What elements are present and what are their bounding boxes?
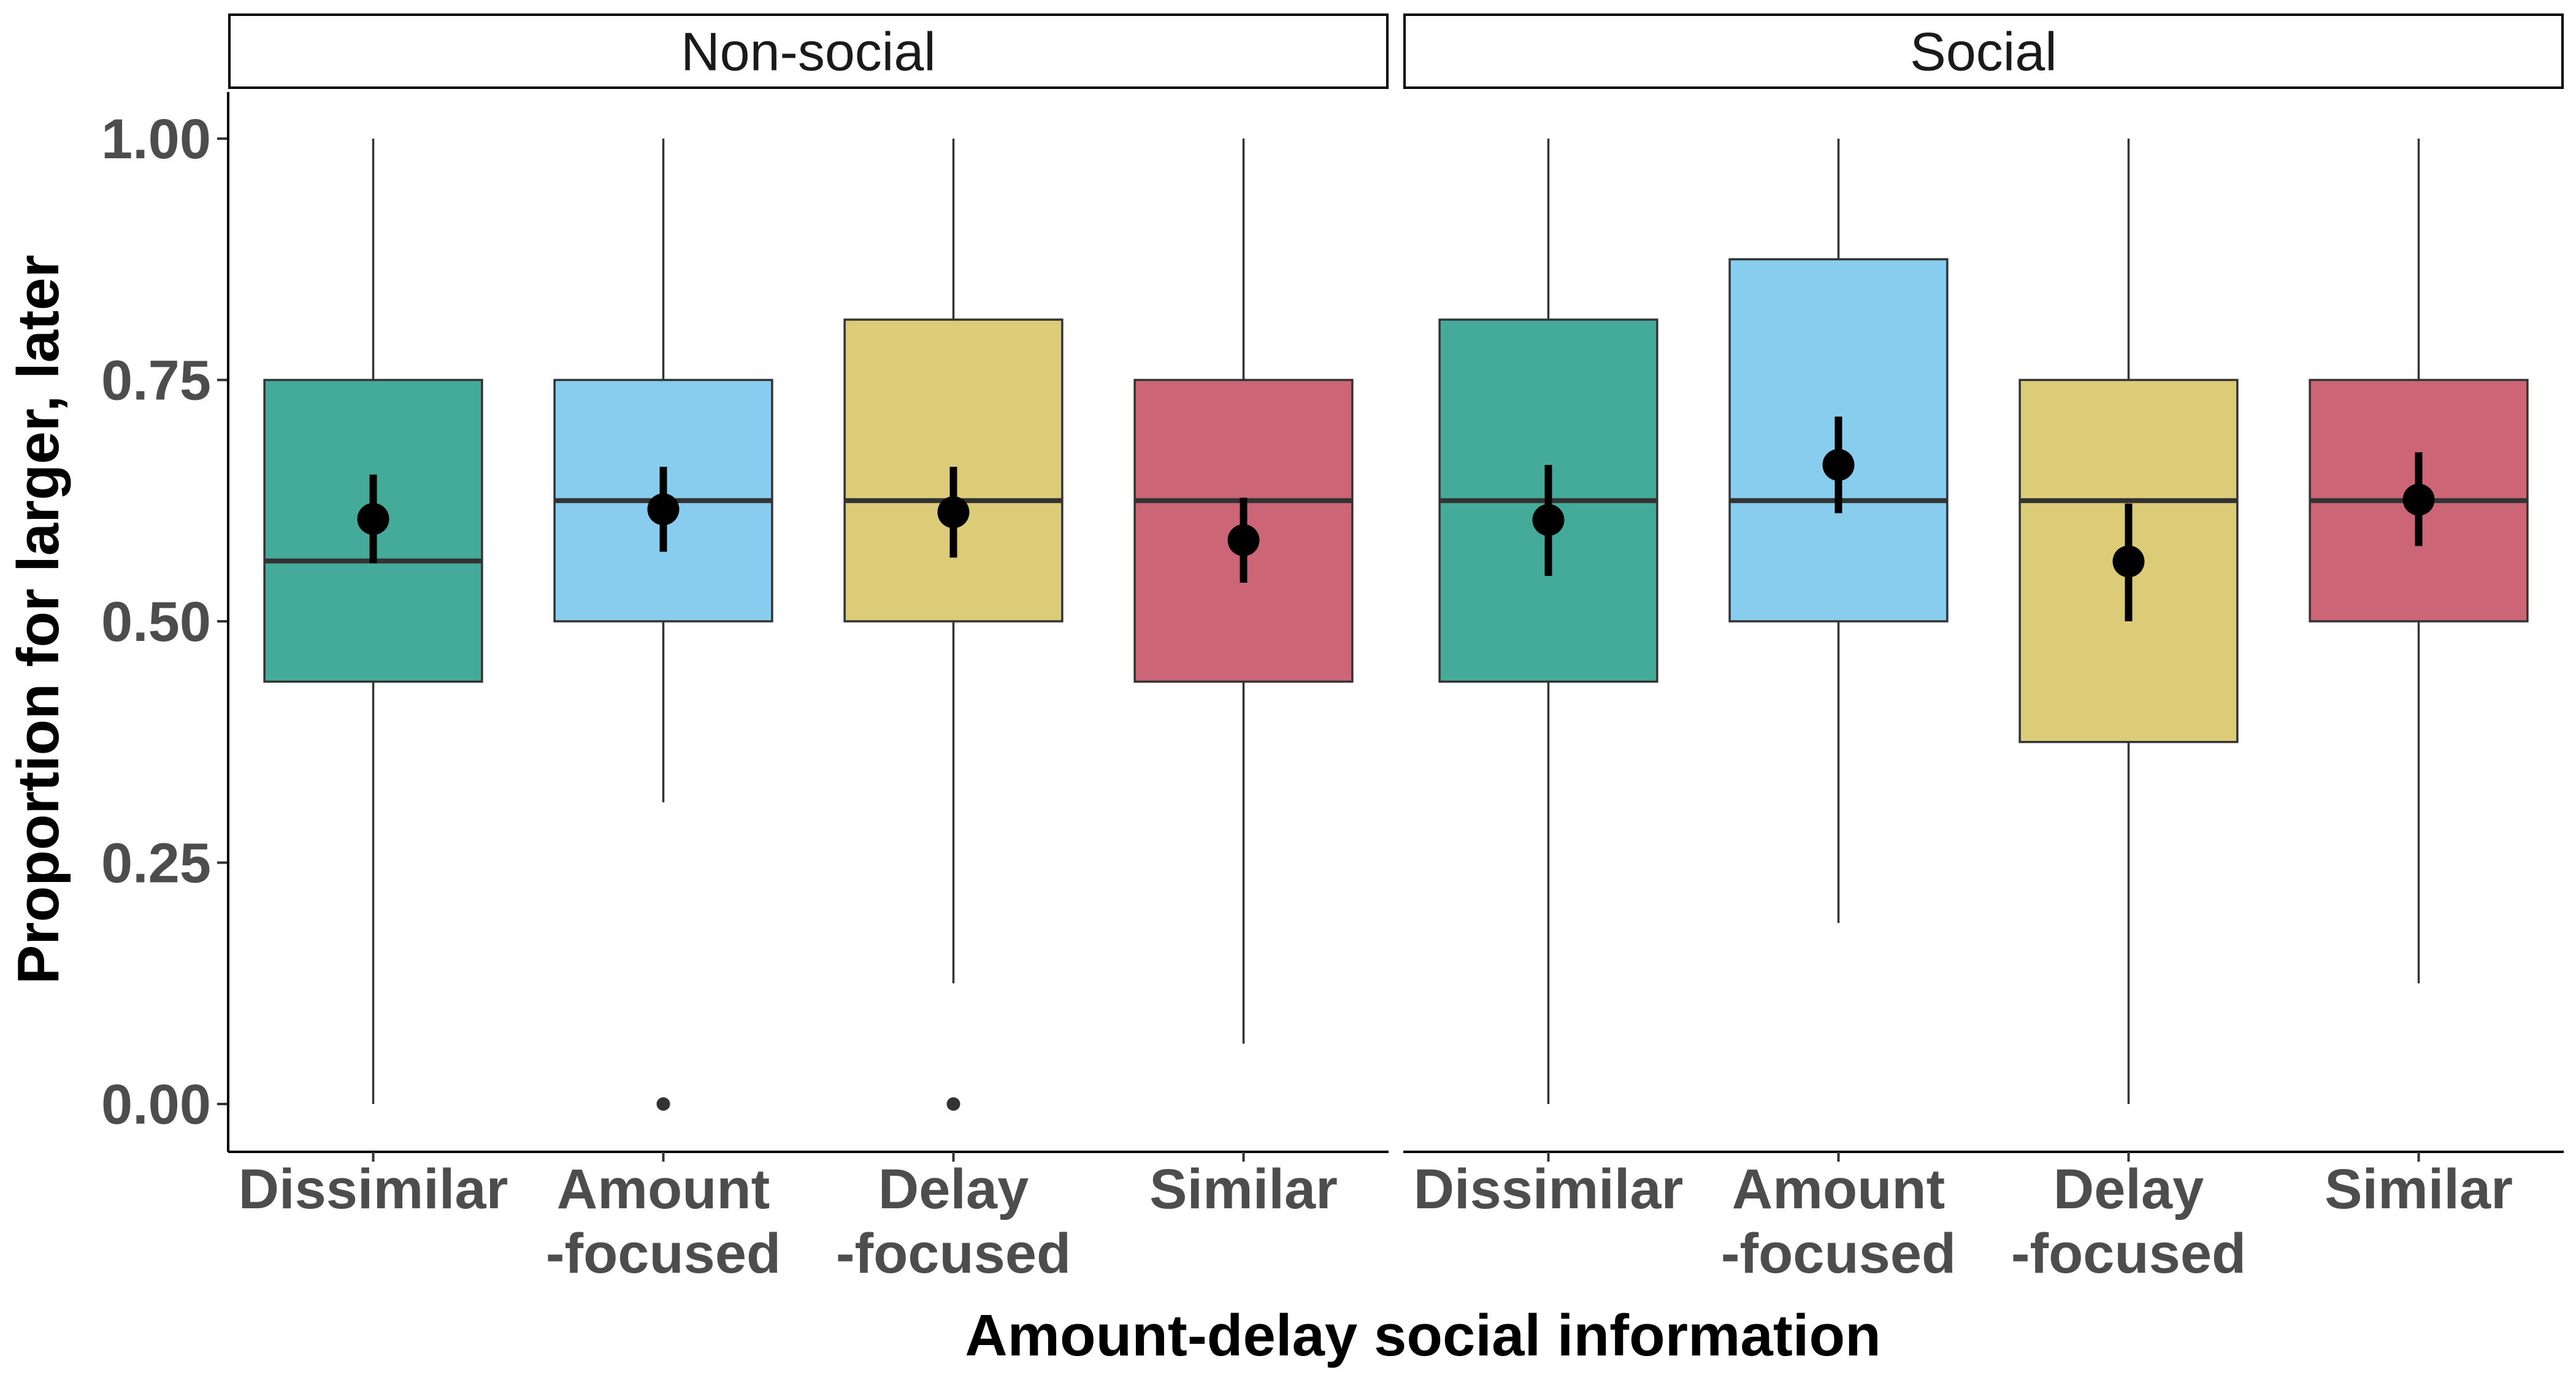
mean-point: [2402, 483, 2435, 516]
box-amount: [553, 139, 773, 1111]
x-tick-label-line2: -focused: [546, 1222, 781, 1285]
x-tick-label-line2: -focused: [2011, 1222, 2246, 1285]
box-dissimilar: [1438, 139, 1658, 1104]
mean-point: [2112, 545, 2145, 578]
outlier-point: [946, 1097, 960, 1111]
x-tick-label: Amount: [557, 1158, 770, 1221]
outlier-point: [656, 1097, 670, 1111]
y-tick-label: 0.50: [101, 591, 211, 653]
mean-point: [1822, 449, 1855, 481]
y-axis-title: Proportion for larger, later: [6, 255, 71, 984]
box-dissimilar: [263, 139, 483, 1104]
x-tick-label: Similar: [1149, 1158, 1338, 1221]
panel-strip: [1403, 13, 2564, 89]
mean-point: [1227, 524, 1260, 556]
mean-point: [937, 496, 970, 529]
y-tick-label: 1.00: [101, 108, 211, 171]
panel-strip-label: Non-social: [681, 21, 936, 82]
x-tick-label: Dissimilar: [239, 1158, 508, 1221]
x-tick-label: Delay: [878, 1158, 1029, 1221]
x-tick-label: Amount: [1732, 1158, 1945, 1221]
box-similar: [2309, 139, 2529, 984]
x-tick-label: Dissimilar: [1414, 1158, 1684, 1221]
y-tick-label: 0.25: [101, 832, 211, 895]
x-tick-label: Delay: [2053, 1158, 2204, 1221]
x-tick-label: Similar: [2325, 1158, 2513, 1221]
mean-point: [647, 493, 680, 526]
y-axis: 0.00 0.25 0.50 0.75 1.00: [101, 92, 229, 1152]
mean-point: [357, 503, 389, 535]
x-axis-title: Amount-delay social information: [965, 1303, 1880, 1368]
box-amount: [1728, 139, 1949, 923]
panel-strip-label: Social: [1910, 21, 2057, 82]
y-tick-label: 0.00: [101, 1073, 211, 1136]
box-delay: [2018, 139, 2239, 1104]
y-tick-label: 0.75: [101, 350, 211, 412]
x-tick-label-line2: -focused: [836, 1222, 1071, 1285]
box-delay: [843, 139, 1064, 1111]
box-similar: [1133, 139, 1354, 1044]
mean-point: [1532, 504, 1565, 536]
x-tick-label-line2: -focused: [1721, 1222, 1956, 1285]
panel-strip: [228, 13, 1389, 89]
